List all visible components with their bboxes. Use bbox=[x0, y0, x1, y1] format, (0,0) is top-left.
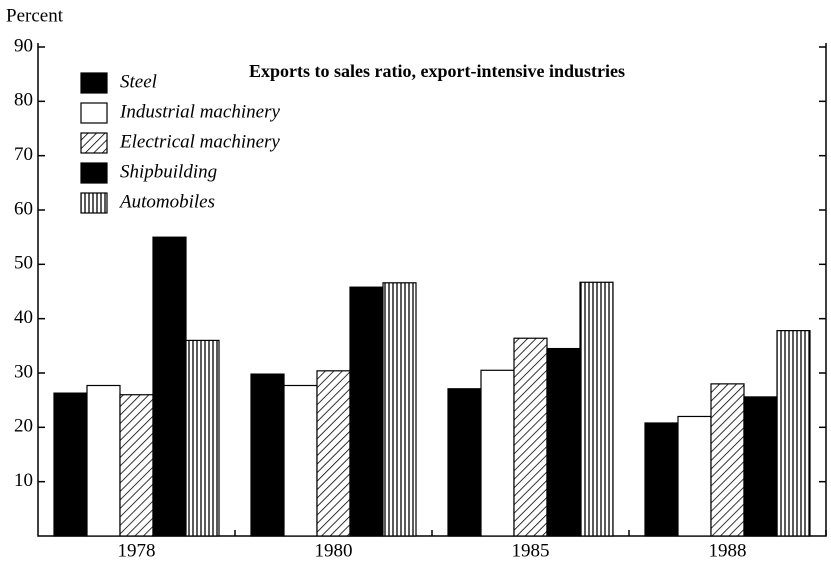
legend-label: Automobiles bbox=[118, 191, 215, 212]
bar bbox=[710, 383, 745, 537]
bar bbox=[119, 394, 154, 537]
y-tick-label: 50 bbox=[14, 253, 33, 274]
bar bbox=[480, 369, 515, 537]
x-tick-label: 1980 bbox=[315, 540, 353, 561]
legend-label: Shipbuilding bbox=[120, 161, 217, 182]
bar bbox=[677, 415, 712, 537]
y-tick-label: 60 bbox=[14, 198, 33, 219]
y-tick-label: 20 bbox=[14, 416, 33, 437]
x-tick-label: 1978 bbox=[118, 540, 156, 561]
y-tick-label: 80 bbox=[14, 90, 33, 111]
bar bbox=[86, 384, 121, 537]
y-axis-label: Percent bbox=[6, 5, 64, 26]
legend-swatch bbox=[80, 192, 108, 214]
bar bbox=[743, 396, 778, 537]
bar bbox=[644, 422, 679, 537]
bar bbox=[152, 236, 187, 537]
bar bbox=[447, 388, 482, 537]
legend-swatch bbox=[80, 102, 108, 124]
y-tick-label: 90 bbox=[14, 35, 33, 56]
legend-label: Electrical machinery bbox=[119, 131, 280, 152]
bar bbox=[283, 384, 318, 537]
legend-swatch bbox=[80, 72, 108, 94]
bar bbox=[382, 282, 417, 537]
chart-title: Exports to sales ratio, export-intensive… bbox=[249, 61, 625, 81]
bar bbox=[250, 373, 285, 537]
y-tick-label: 30 bbox=[14, 361, 33, 382]
legend-label: Industrial machinery bbox=[119, 101, 280, 122]
bar bbox=[776, 330, 811, 537]
bar bbox=[513, 337, 548, 537]
x-tick-label: 1985 bbox=[512, 540, 550, 561]
bar bbox=[316, 370, 351, 537]
bar bbox=[349, 286, 384, 537]
bar bbox=[53, 392, 88, 537]
bar bbox=[579, 281, 614, 537]
legend-label: Steel bbox=[120, 71, 157, 92]
legend-swatch bbox=[80, 162, 108, 184]
legend-swatch bbox=[80, 132, 108, 154]
y-tick-label: 10 bbox=[14, 470, 33, 491]
y-tick-label: 40 bbox=[14, 307, 33, 328]
x-tick-label: 1988 bbox=[709, 540, 747, 561]
bar bbox=[546, 347, 581, 537]
bar bbox=[185, 339, 220, 537]
y-tick-label: 70 bbox=[14, 144, 33, 165]
